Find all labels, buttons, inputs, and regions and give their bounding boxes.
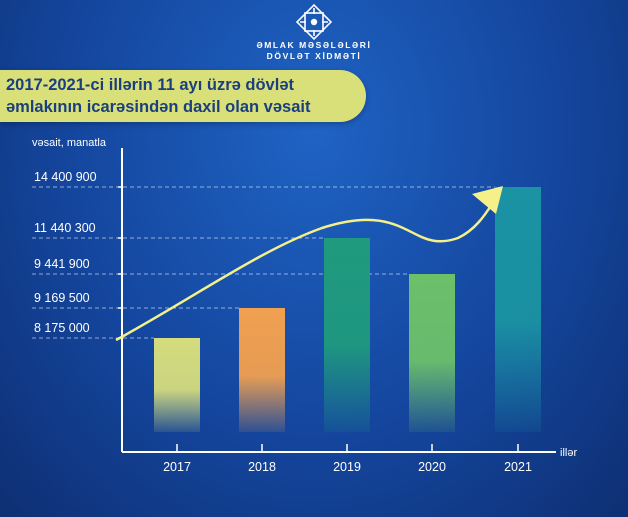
y-axis-label: vəsait, manatla xyxy=(32,137,107,149)
title-banner: 2017-2021-ci illərin 11 ayı üzrə dövlət … xyxy=(0,70,366,122)
trend-arrow xyxy=(115,203,494,342)
value-label-2020: 9 441 900 xyxy=(34,257,90,271)
bar-2018 xyxy=(239,308,285,432)
x-tick-label-2020: 2020 xyxy=(418,460,446,474)
bar-2021 xyxy=(495,187,541,432)
value-label-2021: 14 400 900 xyxy=(34,170,97,184)
state-emblem-icon xyxy=(295,4,333,40)
bar-2017 xyxy=(154,338,200,432)
bar-2020 xyxy=(409,274,455,432)
x-axis-label: illər xyxy=(560,447,577,459)
organization-name-line1: ƏMLAK MƏSƏLƏLƏRİ xyxy=(256,40,372,50)
chart-title-line2: əmlakının icarəsindən daxil olan vəsait xyxy=(6,98,311,116)
x-tick-label-2018: 2018 xyxy=(248,460,276,474)
x-tick-label-2021: 2021 xyxy=(504,460,532,474)
trend-arrow-head xyxy=(472,186,503,214)
organization-name-line2: DÖVLƏT XİDMƏTİ xyxy=(266,51,362,61)
value-label-2017: 8 175 000 xyxy=(34,321,90,335)
value-label-2019: 11 440 300 xyxy=(34,221,96,235)
chart-title-line1: 2017-2021-ci illərin 11 ayı üzrə dövlət xyxy=(6,76,294,94)
x-tick-label-2019: 2019 xyxy=(333,460,361,474)
organization-name: ƏMLAK MƏSƏLƏLƏRİ DÖVLƏT XİDMƏTİ xyxy=(220,40,408,62)
bar-2019 xyxy=(324,238,370,432)
value-label-2018: 9 169 500 xyxy=(34,291,90,305)
x-tick-label-2017: 2017 xyxy=(163,460,191,474)
